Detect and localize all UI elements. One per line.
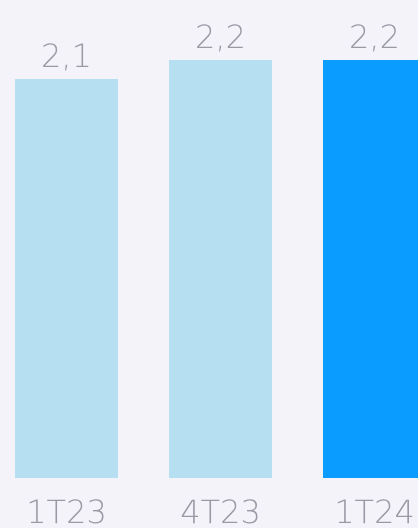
x-tick-label-4T23: 4T23 xyxy=(180,493,261,528)
bar-1T24 xyxy=(323,60,418,478)
value-labels-group: 2,1 2,2 2,2 xyxy=(41,18,400,75)
x-tick-label-1T23: 1T23 xyxy=(26,493,107,528)
data-label-1T24: 2,2 xyxy=(349,18,400,56)
x-tick-label-1T24: 1T24 xyxy=(334,493,415,528)
data-label-4T23: 2,2 xyxy=(195,18,246,56)
bar-1T23 xyxy=(15,79,118,478)
bars-group xyxy=(15,60,418,478)
data-label-1T23: 2,1 xyxy=(41,37,92,75)
x-tick-labels-group: 1T23 4T23 1T24 xyxy=(26,493,415,528)
bar-4T23 xyxy=(169,60,272,478)
